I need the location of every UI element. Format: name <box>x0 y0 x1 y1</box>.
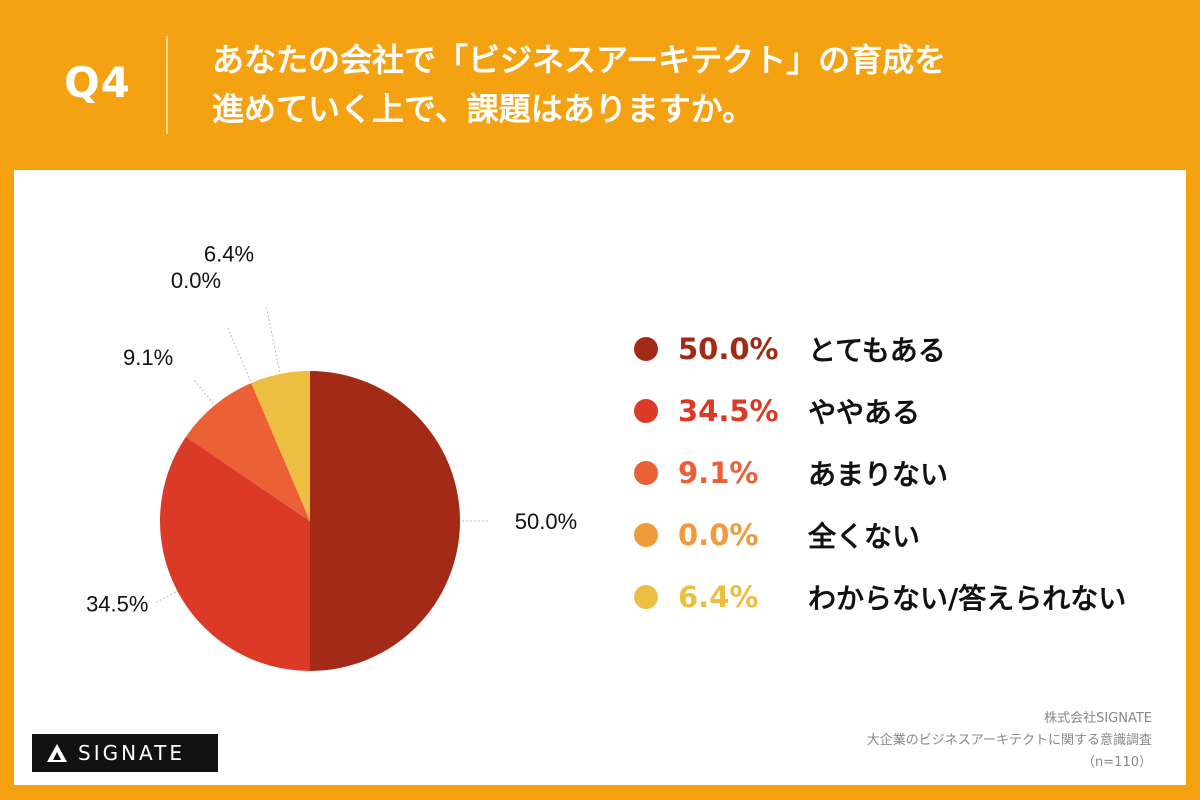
pie-slice-3 <box>185 382 310 521</box>
legend-swatch-1 <box>634 337 658 361</box>
legend-item-2: 34.5% ややある <box>620 380 1180 442</box>
source-survey: 大企業のビジネスアーキテクトに関する意識調査 <box>866 733 1152 748</box>
leader-line-5 <box>265 305 281 373</box>
legend-value-3: 9.1% <box>678 456 759 490</box>
leader-line-4 <box>226 325 251 382</box>
question-number: Q4 <box>64 58 131 107</box>
pie-slice-1 <box>310 371 460 671</box>
logo-text: SIGNATE <box>78 741 186 765</box>
signate-logo: SIGNATE <box>32 734 218 772</box>
pie-data-label-2: 34.5% <box>86 591 148 616</box>
pie-chart: 50.0% 34.5% 9.1% 0.0%6.4% <box>86 241 577 671</box>
leader-line-3 <box>192 378 214 404</box>
question-text: あなたの会社で「ビジネスアーキテクト」の育成を 進めていく上で、課題はありますか… <box>212 36 1152 134</box>
legend-item-3: 9.1% あまりない <box>620 442 1180 504</box>
legend-value-4: 0.0% <box>678 518 759 552</box>
chart-panel: 50.0% 34.5% 9.1% 0.0% 6.4% 50.0% とてもある 34.5% やや… <box>14 170 1186 785</box>
legend-label-4: 全くない <box>808 520 921 553</box>
legend-label-2: ややある <box>808 396 921 429</box>
legend-item-1: 50.0% とてもある <box>620 318 1180 380</box>
legend-label-1: とてもある <box>808 334 946 367</box>
source-company: 株式会社SIGNATE <box>1044 711 1152 726</box>
pie-data-label-5: 6.4% <box>204 241 254 266</box>
legend-label-5: わからない/答えられない <box>808 582 1127 615</box>
question-line-2: 進めていく上で、課題はありますか。 <box>212 90 755 128</box>
legend-label-3: あまりない <box>808 458 949 491</box>
pie-data-label-3: 9.1% <box>123 345 173 370</box>
question-line-1: あなたの会社で「ビジネスアーキテクト」の育成を <box>212 41 947 79</box>
chart-legend: 50.0% とてもある 34.5% ややある 9.1% あまりない 0.0% 全くない 6.4%… <box>620 318 1180 628</box>
pie-data-label-1: 50.0% <box>515 509 577 534</box>
legend-item-4: 0.0% 全くない <box>620 504 1180 566</box>
sample-size: （n=110） <box>1082 755 1152 770</box>
pie-slice-5 <box>251 371 310 521</box>
legend-swatch-4 <box>634 523 658 547</box>
source-note: 株式会社SIGNATE 大企業のビジネスアーキテクトに関する意識調査 （n=11… <box>867 708 1152 774</box>
legend-value-5: 6.4% <box>678 580 759 614</box>
logo-triangle-icon <box>47 744 67 762</box>
legend-value-2: 34.5% <box>678 394 779 428</box>
legend-swatch-3 <box>634 461 658 485</box>
legend-value-1: 50.0% <box>678 332 779 366</box>
leader-line-2 <box>154 591 176 604</box>
pie-data-label-4: 0.0% <box>171 268 221 293</box>
pie-slice-2 <box>159 436 310 671</box>
header-divider <box>166 36 168 134</box>
legend-swatch-2 <box>634 399 658 423</box>
legend-item-5: 6.4% わからない/答えられない <box>620 566 1180 628</box>
legend-swatch-5 <box>634 585 658 609</box>
